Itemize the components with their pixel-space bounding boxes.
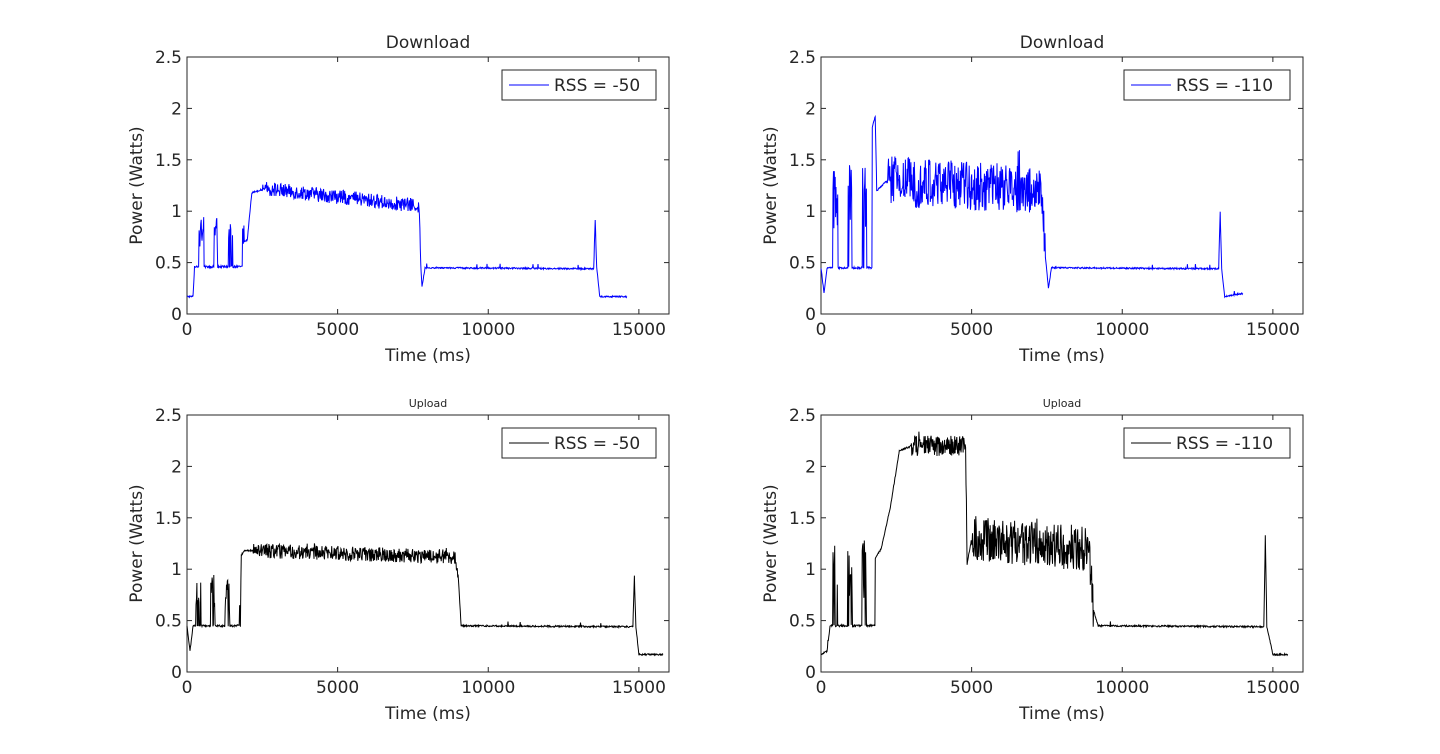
x-tick-label: 5000 <box>316 678 359 698</box>
x-axis-label: Time (ms) <box>1018 346 1105 366</box>
y-axis-label: Power (Watts) <box>127 126 147 244</box>
chart-upload-rss-50: 0 5000 10000 15000 0 0.5 1 1.5 2 2.5 Upload Time (m… <box>127 397 670 724</box>
x-tick-label: 0 <box>816 678 827 698</box>
y-tick-label: 2.5 <box>155 406 182 426</box>
x-tick-label: 10000 <box>461 320 515 340</box>
y-tick-label: 0 <box>171 663 182 683</box>
legend-label: RSS = -50 <box>554 434 640 454</box>
chart-title: Upload <box>409 397 448 410</box>
chart-download-rss-50: 0 5000 10000 15000 0 0.5 1 1.5 2 2.5 Download Time … <box>127 33 670 366</box>
y-tick-label: 1 <box>171 202 182 222</box>
x-tick-label: 15000 <box>1246 678 1300 698</box>
y-tick-label: 0.5 <box>789 612 816 632</box>
y-tick-label: 2.5 <box>155 48 182 68</box>
y-tick-label: 1 <box>805 202 816 222</box>
y-tick-label: 2 <box>171 99 182 119</box>
chart-title: Download <box>1020 33 1105 53</box>
legend-label: RSS = -110 <box>1176 76 1273 96</box>
x-tick-label: 10000 <box>1095 678 1149 698</box>
series-line <box>186 182 628 299</box>
x-tick-label: 0 <box>182 678 193 698</box>
y-axis-label: Power (Watts) <box>127 484 147 602</box>
y-tick-label: 1.5 <box>789 509 816 529</box>
y-tick-label: 1 <box>171 560 182 580</box>
y-tick-label: 1.5 <box>789 151 816 171</box>
x-tick-label: 5000 <box>316 320 359 340</box>
series-line <box>186 542 664 657</box>
chart-title: Upload <box>1043 397 1082 410</box>
x-tick-label: 0 <box>182 320 193 340</box>
y-axis-label: Power (Watts) <box>761 484 781 602</box>
x-tick-label: 0 <box>816 320 827 340</box>
y-tick-label: 0 <box>171 305 182 325</box>
x-tick-label: 5000 <box>950 678 993 698</box>
y-tick-label: 2.5 <box>789 48 816 68</box>
x-tick-label: 15000 <box>612 320 666 340</box>
x-tick-label: 10000 <box>1095 320 1149 340</box>
x-tick-label: 5000 <box>950 320 993 340</box>
y-tick-label: 0.5 <box>155 254 182 274</box>
y-tick-label: 0 <box>805 305 816 325</box>
y-tick-label: 1.5 <box>155 509 182 529</box>
chart-upload-rss-110: 0 5000 10000 15000 0 0.5 1 1.5 2 2.5 Upload Time (m… <box>761 397 1304 724</box>
chart-title: Download <box>386 33 471 53</box>
legend-label: RSS = -110 <box>1176 434 1273 454</box>
y-tick-label: 0.5 <box>789 254 816 274</box>
series-line <box>820 114 1244 299</box>
y-tick-label: 2 <box>171 457 182 477</box>
y-tick-label: 0.5 <box>155 612 182 632</box>
y-axis-label: Power (Watts) <box>761 126 781 244</box>
series-line <box>820 431 1289 657</box>
y-tick-label: 2.5 <box>789 406 816 426</box>
x-axis-label: Time (ms) <box>384 704 471 724</box>
y-tick-label: 2 <box>805 99 816 119</box>
x-axis-label: Time (ms) <box>384 346 471 366</box>
y-tick-label: 0 <box>805 663 816 683</box>
x-axis-label: Time (ms) <box>1018 704 1105 724</box>
legend-label: RSS = -50 <box>554 76 640 96</box>
y-tick-label: 2 <box>805 457 816 477</box>
x-tick-label: 10000 <box>461 678 515 698</box>
chart-download-rss-110: 0 5000 10000 15000 0 0.5 1 1.5 2 2.5 Download Time … <box>761 33 1304 366</box>
y-tick-label: 1 <box>805 560 816 580</box>
x-tick-label: 15000 <box>1246 320 1300 340</box>
y-tick-label: 1.5 <box>155 151 182 171</box>
x-tick-label: 15000 <box>612 678 666 698</box>
